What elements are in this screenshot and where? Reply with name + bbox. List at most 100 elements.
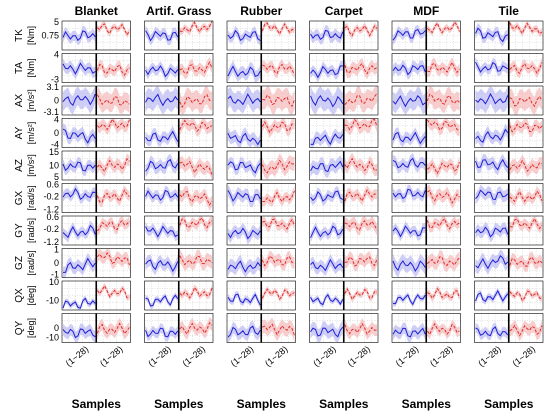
panel-frame-r3-c5 xyxy=(474,118,544,148)
band-red-r4-c4 xyxy=(427,156,460,179)
surface-title-2: Rubber xyxy=(240,4,282,18)
row-label-4: AZ xyxy=(14,159,25,172)
mean-line-blue-r5-c5 xyxy=(475,189,509,201)
mean-line-red-r0-c1 xyxy=(179,20,213,33)
band-red-r5-c0 xyxy=(97,185,130,207)
panel-frame-r4-c0 xyxy=(61,150,131,181)
mean-line-red-r8-c2 xyxy=(261,288,295,300)
mean-line-blue-r8-c1 xyxy=(145,294,179,307)
mean-line-blue-r1-c0 xyxy=(62,62,96,75)
mean-line-blue-r5-c0 xyxy=(62,187,96,200)
row-unit-0: [Nm] xyxy=(26,26,36,45)
row-unit-5: [rad/s] xyxy=(26,185,36,210)
band-blue-r5-c1 xyxy=(145,185,178,205)
row-7-tick-1: 0 xyxy=(54,258,59,268)
panel-frame-r1-c0 xyxy=(61,53,131,83)
x-axis-label-3: Samples xyxy=(319,397,369,411)
panel-frame-r3-c3 xyxy=(309,118,379,148)
band-red-r8-c3 xyxy=(344,286,377,303)
mean-line-blue-r9-c0 xyxy=(62,328,96,339)
panel-frame-r9-c4 xyxy=(391,313,461,343)
band-red-r3-c5 xyxy=(509,118,542,138)
row-label-8: QX xyxy=(14,288,25,303)
row-label-9: QY xyxy=(14,320,25,335)
panel-frame-r6-c5 xyxy=(474,215,544,246)
mean-line-blue-r5-c2 xyxy=(227,190,261,203)
mean-line-blue-r2-c5 xyxy=(475,92,509,105)
mean-line-red-r7-c0 xyxy=(96,252,130,266)
panel-frame-r1-c2 xyxy=(226,53,296,83)
panel-frame-r7-c5 xyxy=(474,248,544,278)
row-unit-7: [rad/s] xyxy=(26,250,36,275)
mean-line-red-r8-c3 xyxy=(344,287,378,301)
mean-line-blue-r6-c2 xyxy=(227,227,261,240)
mean-line-blue-r2-c4 xyxy=(392,94,426,108)
band-red-r7-c4 xyxy=(427,250,460,272)
mean-line-red-r7-c1 xyxy=(179,255,213,266)
band-red-r6-c4 xyxy=(427,216,460,234)
x-tick-label: (1~28) xyxy=(511,344,538,369)
x-tick-label: (1~28) xyxy=(263,344,290,369)
band-blue-r3-c1 xyxy=(145,126,178,148)
panel-frame-r2-c2 xyxy=(226,85,296,116)
mean-line-blue-r5-c3 xyxy=(310,190,344,202)
mean-line-blue-r0-c2 xyxy=(227,29,261,42)
mean-line-red-r0-c3 xyxy=(344,24,378,37)
mean-line-blue-r3-c0 xyxy=(62,128,96,144)
mean-line-blue-r7-c2 xyxy=(227,260,261,273)
row-label-5: GX xyxy=(14,190,25,205)
row-6-tick-0: 0.6 xyxy=(46,212,59,222)
band-red-r1-c3 xyxy=(344,57,377,80)
x-axis-label-1: Samples xyxy=(154,397,204,411)
panel-frame-r5-c0 xyxy=(61,183,131,213)
band-blue-r6-c2 xyxy=(228,222,261,245)
panel-frame-r2-c1 xyxy=(144,85,214,116)
band-blue-r0-c0 xyxy=(63,25,96,46)
band-red-r0-c1 xyxy=(179,21,212,36)
band-blue-r1-c5 xyxy=(475,57,508,77)
panel-frame-r8-c3 xyxy=(309,280,379,311)
mean-line-blue-r4-c3 xyxy=(310,160,344,173)
band-red-r7-c3 xyxy=(344,251,377,272)
mean-line-red-r1-c0 xyxy=(96,63,130,77)
panel-frame-r4-c4 xyxy=(391,150,461,181)
mean-line-red-r2-c2 xyxy=(262,94,295,108)
mean-line-blue-r3-c2 xyxy=(227,132,261,146)
band-blue-r2-c1 xyxy=(145,86,178,115)
band-red-r1-c4 xyxy=(427,57,460,78)
band-red-r2-c2 xyxy=(262,86,295,115)
mean-line-red-r6-c0 xyxy=(96,220,130,232)
mean-line-red-r3-c0 xyxy=(96,118,130,131)
panel-frame-r1-c4 xyxy=(391,53,461,83)
mean-line-red-r9-c3 xyxy=(344,322,378,335)
band-red-r4-c5 xyxy=(509,154,542,178)
mean-line-red-r3-c2 xyxy=(261,121,295,134)
mean-line-red-r3-c3 xyxy=(344,118,378,131)
row-0-tick-1: 0.75 xyxy=(41,31,59,41)
mean-line-blue-r2-c2 xyxy=(227,93,261,106)
panel-frame-r9-c2 xyxy=(226,313,296,343)
band-blue-r4-c3 xyxy=(310,155,343,178)
row-unit-3: [m/s²] xyxy=(26,122,36,145)
mean-line-blue-r4-c1 xyxy=(145,158,179,172)
band-red-r3-c4 xyxy=(427,118,460,137)
band-blue-r9-c4 xyxy=(393,322,426,343)
surface-title-4: MDF xyxy=(413,4,439,18)
panel-frame-r7-c4 xyxy=(391,248,461,278)
band-blue-r0-c5 xyxy=(475,23,508,47)
row-1-tick-1: -3 xyxy=(51,75,59,85)
panel-frame-r2-c4 xyxy=(391,85,461,116)
band-blue-r6-c5 xyxy=(475,221,508,243)
mean-line-blue-r2-c0 xyxy=(62,93,96,107)
row-label-7: GZ xyxy=(14,256,25,270)
mean-line-red-r6-c1 xyxy=(179,217,213,229)
row-unit-6: [rad/s] xyxy=(26,218,36,243)
surface-title-1: Artif. Grass xyxy=(146,4,212,18)
band-blue-r2-c3 xyxy=(310,86,343,115)
panel-frame-r5-c5 xyxy=(474,183,544,213)
band-red-r5-c3 xyxy=(344,185,377,206)
mean-line-red-r1-c5 xyxy=(509,62,543,75)
x-tick-label: (1~28) xyxy=(98,344,125,369)
row-4-tick-1: 10 xyxy=(49,161,59,171)
row-6-tick-1: -0.2 xyxy=(43,224,59,234)
